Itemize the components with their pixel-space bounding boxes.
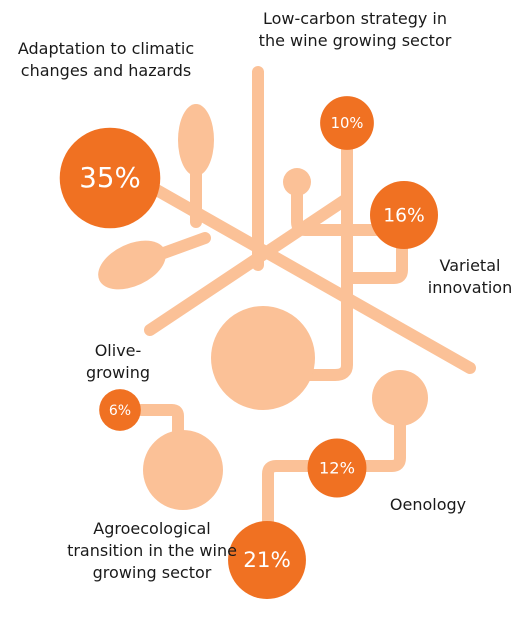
value-label: 12% <box>319 459 355 478</box>
leaf <box>90 231 173 299</box>
leaf <box>143 430 223 510</box>
category-label: Oenology <box>373 494 483 516</box>
value-label: 21% <box>243 548 291 573</box>
category-label: Low-carbon strategy in the wine growing … <box>250 8 460 52</box>
value-label: 6% <box>109 403 131 419</box>
leaf <box>211 306 315 410</box>
value-label: 16% <box>383 206 425 227</box>
leaf <box>178 104 214 176</box>
category-label: Varietal innovation <box>415 255 522 299</box>
category-label: Agroecological transition in the wine gr… <box>67 518 237 584</box>
tree <box>90 72 470 540</box>
leaf <box>283 168 311 196</box>
leaf <box>372 370 428 426</box>
value-label: 35% <box>79 161 140 194</box>
value-label: 10% <box>331 115 364 132</box>
infographic: 35% 10% 16% 6% 12% 21% Adaptation to climatic… <box>0 0 522 618</box>
category-label: Adaptation to climatic changes and hazar… <box>16 38 196 82</box>
category-label: Olive-growing <box>78 340 158 384</box>
